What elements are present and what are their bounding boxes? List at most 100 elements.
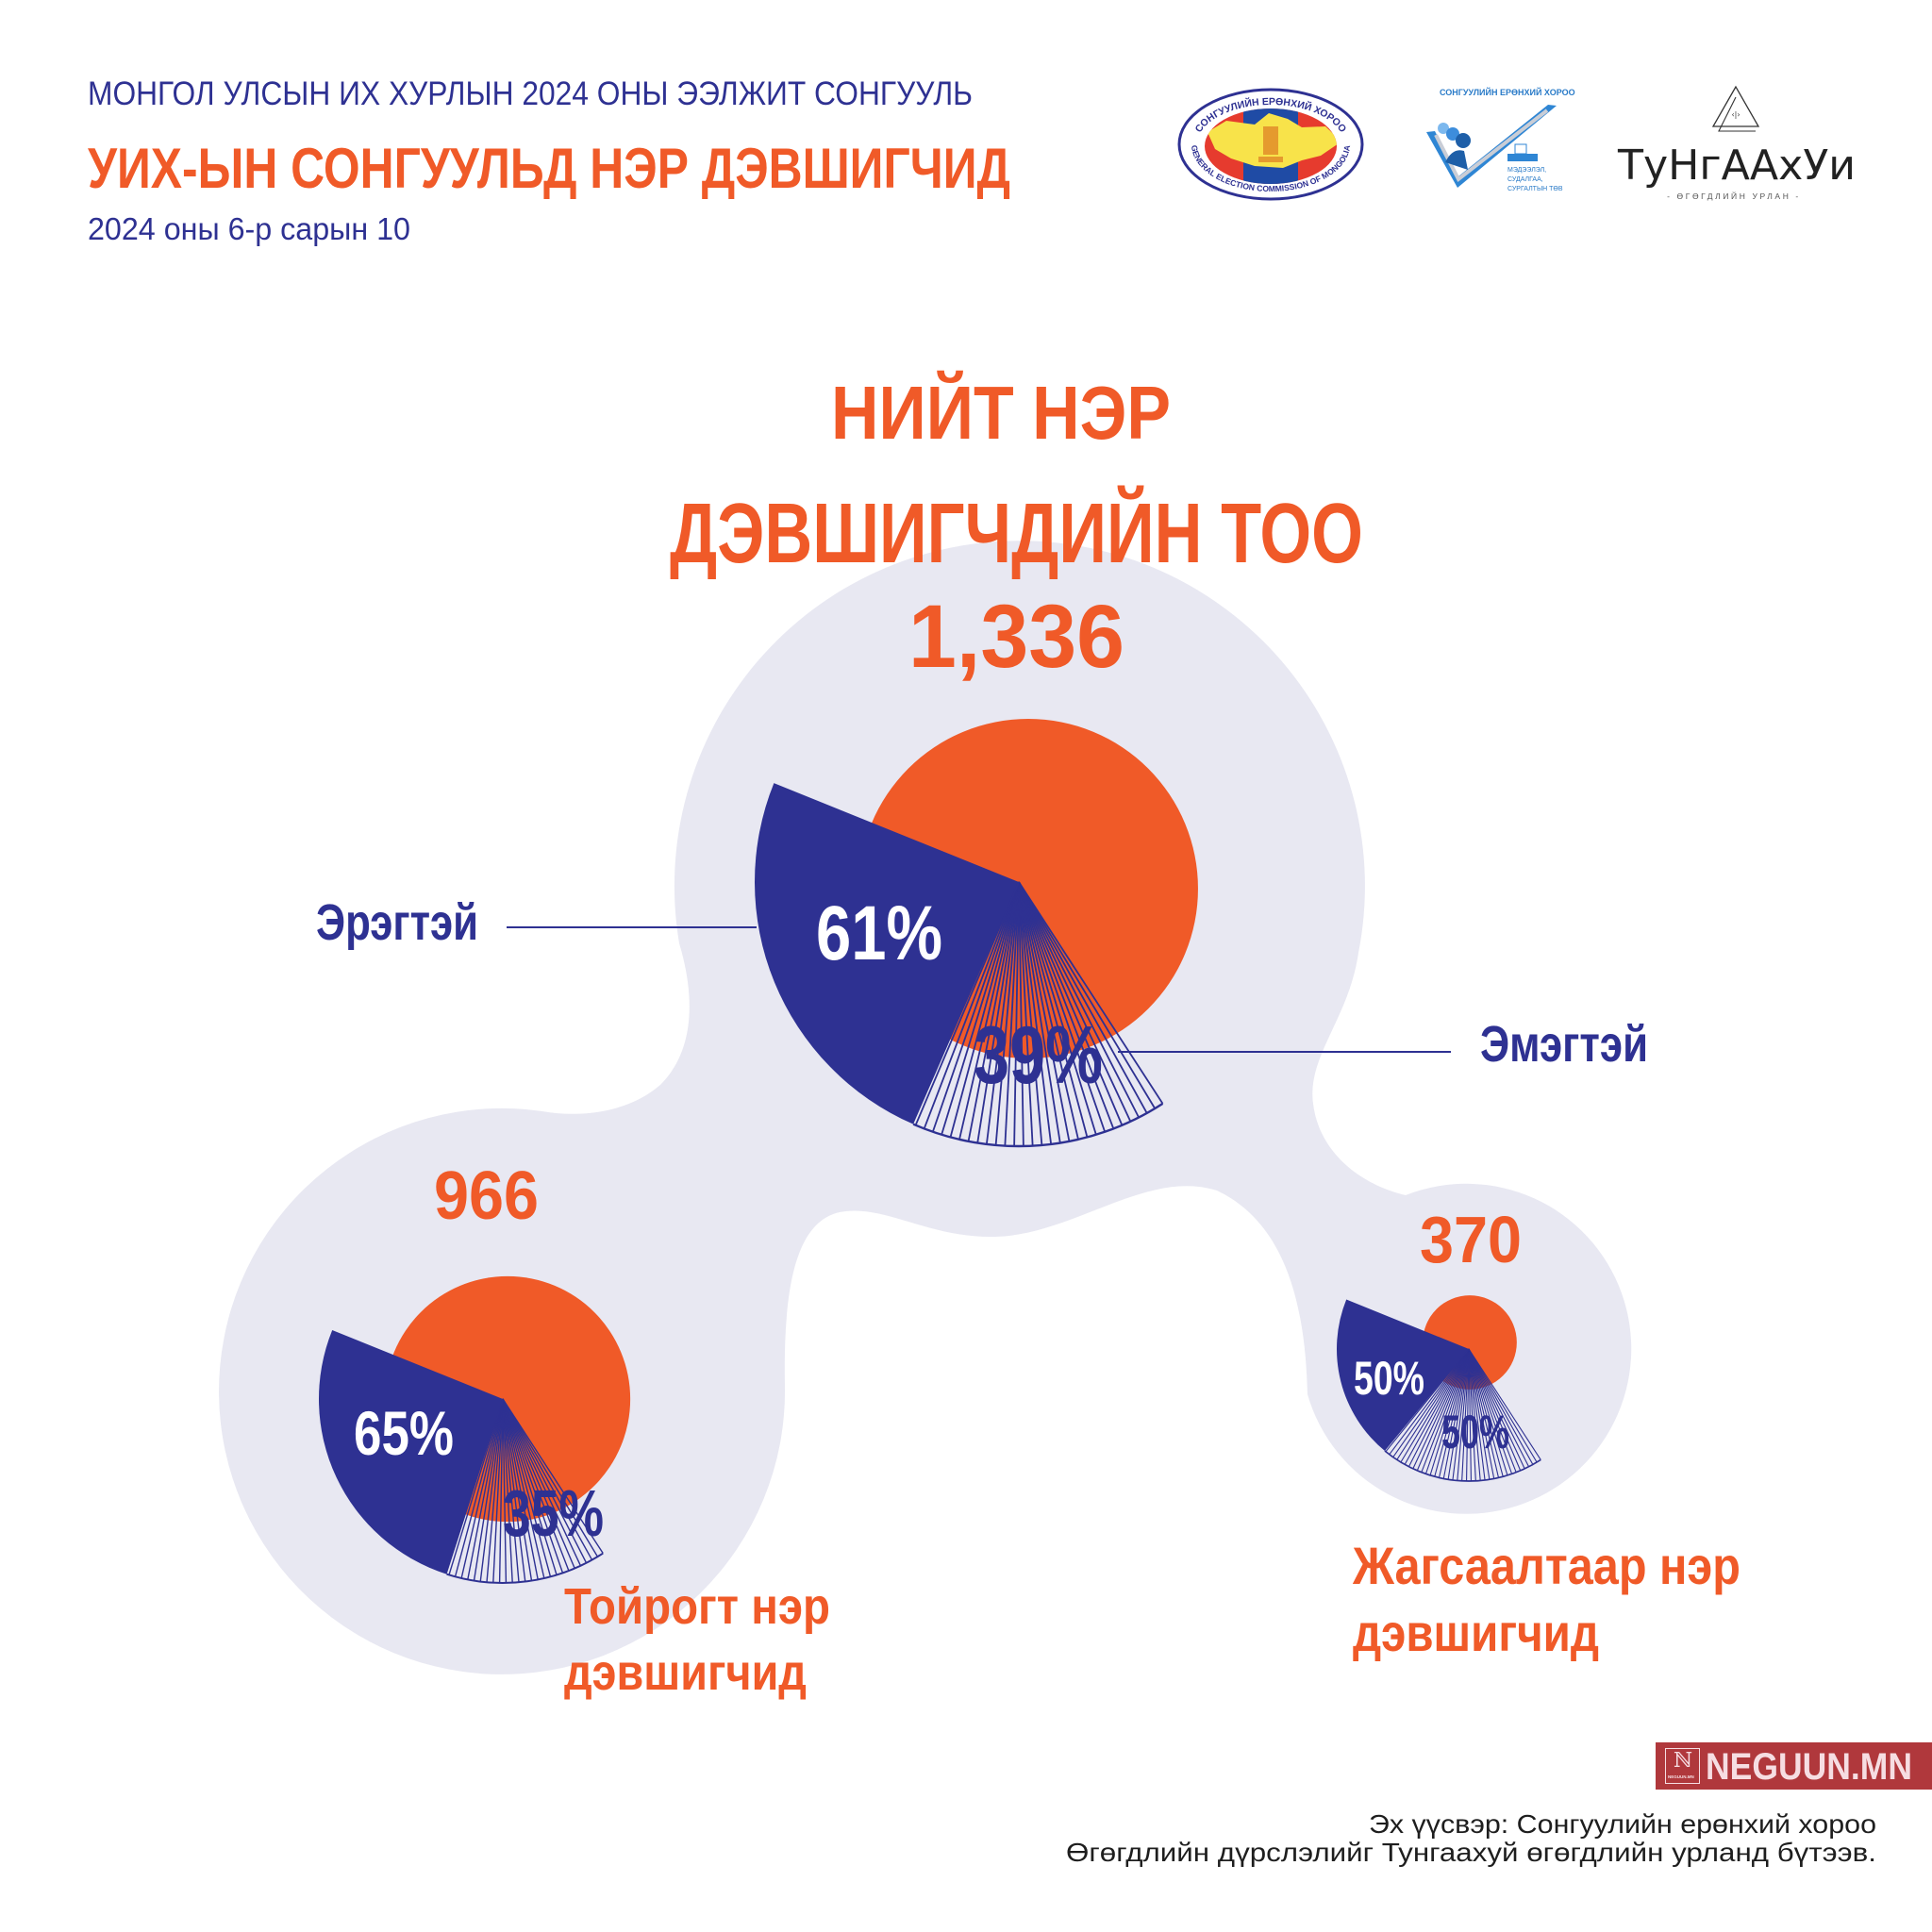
pie-district	[319, 1275, 631, 1584]
female-hatch-line	[931, 881, 1020, 1133]
female-hatch-line	[502, 1398, 526, 1582]
female-hatch-line	[1447, 1348, 1470, 1480]
triangle-icon	[1711, 85, 1760, 127]
list-count-label: 370	[1420, 1203, 1522, 1276]
male-slice	[755, 783, 1019, 1124]
female-hatch-line	[1385, 1348, 1470, 1453]
neguun-figure-icon: ℕ	[1674, 1749, 1693, 1773]
female-hatch-line	[1466, 1348, 1470, 1481]
female-slice-arc	[1384, 1450, 1541, 1482]
total-male-pct-label: 61%	[816, 891, 942, 976]
female-hatch-line	[502, 1398, 564, 1574]
male-slice	[1337, 1299, 1469, 1452]
female-hatch-line	[1018, 881, 1148, 1114]
female-hatch-line	[1018, 881, 1034, 1146]
female-hatch-line	[479, 1398, 504, 1582]
female-hatch-line	[1018, 881, 1164, 1105]
total-count-label: 1,336	[908, 587, 1124, 687]
female-hatch-line	[941, 881, 1020, 1136]
header-date: 2024 оны 6-р сарын 10	[88, 211, 410, 246]
female-hatch-line	[502, 1398, 604, 1554]
female-slice	[446, 1398, 604, 1584]
female-hatch-line	[1468, 1348, 1504, 1477]
female-slice-arc	[446, 1552, 604, 1584]
check-mark-icon	[1426, 105, 1557, 188]
female-hatch-line	[1461, 1348, 1470, 1481]
neguun-watermark-text: NEGUUN.MN	[1706, 1746, 1912, 1788]
female-hatch-line	[923, 881, 1020, 1129]
list-male-pct-label: 50%	[1354, 1352, 1424, 1405]
district-female-pct-label: 35%	[503, 1476, 604, 1550]
female-hatch-line	[1018, 881, 1097, 1136]
district-male-pct-label: 65%	[354, 1398, 454, 1468]
female-hatch-line	[1018, 881, 1089, 1138]
female-hatch-line	[1018, 881, 1132, 1123]
female-hatch-line	[1468, 1348, 1522, 1472]
female-hatch-line	[949, 881, 1020, 1138]
female-hatch-line	[1004, 881, 1020, 1146]
female-hatch-line	[502, 1398, 570, 1572]
female-hatch-line	[1018, 881, 1107, 1133]
male-slice	[319, 1329, 503, 1574]
female-hatch-line	[1468, 1348, 1513, 1474]
female-hatch-line	[1389, 1348, 1470, 1456]
female-hatch-line	[1404, 1348, 1470, 1465]
female-hatch-line	[1468, 1348, 1486, 1481]
female-slice-arc	[912, 1102, 1164, 1148]
header-kicker: МОНГОЛ УЛСЫН ИХ ХУРЛЫН 2024 ОНЫ ЭЭЛЖИТ С…	[88, 75, 973, 112]
training-logo-top-text: СОНГУУЛИЙН ЕРӨНХИЙ ХОРОО	[1440, 87, 1575, 97]
legend-female: Эмэгтэй	[1480, 1016, 1648, 1073]
footer-source: Эх үүсвэр: Сонгуулийн ерөнхий хороо	[1369, 1809, 1876, 1839]
female-hatch-line	[1018, 881, 1124, 1126]
female-hatch-line	[1018, 881, 1156, 1109]
female-hatch-line	[1438, 1348, 1470, 1478]
female-hatch-line	[1468, 1348, 1476, 1481]
female-hatch-line	[1424, 1348, 1470, 1474]
female-hatch-line	[1468, 1348, 1534, 1465]
female-hatch-line	[1468, 1348, 1500, 1478]
female-hatch-line	[1429, 1348, 1470, 1476]
training-center-logo: СОНГУУЛИЙН ЕРӨНХИЙ ХОРОО МЭДЭЭЛЭЛ, СУДАЛ…	[1426, 87, 1575, 192]
female-hatch-line	[1407, 1348, 1470, 1467]
female-hatch-line	[502, 1398, 513, 1583]
female-hatch-line	[1018, 881, 1079, 1141]
female-hatch-line	[502, 1398, 520, 1583]
female-hatch-line	[914, 881, 1020, 1126]
footer-credit: Өгөгдлийн дүрслэлийг Тунгаахуй өгөгдлийн…	[1066, 1838, 1876, 1867]
female-hatch-line	[1434, 1348, 1470, 1477]
total-female-pct-label: 39%	[974, 1010, 1103, 1101]
tungaakhui-tagline: - ӨГӨГДЛИЙН УРЛАН -	[1667, 191, 1801, 201]
neguun-logo-small-text: NEGUUN.MN	[1668, 1774, 1694, 1779]
female-hatch-line	[1442, 1348, 1470, 1479]
female-hatch-line	[1412, 1348, 1470, 1470]
female-hatch-line	[502, 1398, 508, 1583]
female-hatch-line	[958, 881, 1020, 1141]
legend-male: Эрэгтэй	[316, 894, 478, 951]
female-hatch-line	[1468, 1348, 1495, 1479]
tungaakhui-logo: ‹|› ТуНгААхУи - ӨГӨГДЛИЙН УРЛАН -	[1617, 85, 1856, 201]
district-caption-line-2: дэвшигчид	[564, 1644, 807, 1701]
female-hatch-line	[1416, 1348, 1470, 1472]
neguun-logo-icon: ℕ NEGUUN.MN	[1665, 1748, 1700, 1784]
list-female-pct-label: 50%	[1441, 1406, 1509, 1458]
female-hatch-line	[1018, 881, 1043, 1146]
pie-list	[1337, 1295, 1541, 1482]
female-hatch-line	[1452, 1348, 1470, 1481]
female-hatch-line	[1468, 1348, 1538, 1463]
female-hatch-line	[1468, 1348, 1530, 1467]
female-hatch-line	[473, 1398, 504, 1581]
female-hatch-line	[1018, 881, 1024, 1146]
female-hatch-line	[502, 1398, 599, 1557]
neguun-watermark: ℕ NEGUUN.MN	[1656, 1742, 1932, 1790]
female-hatch-line	[502, 1398, 582, 1567]
female-hatch-line	[1468, 1348, 1525, 1470]
female-hatch-line	[498, 1398, 504, 1583]
female-hatch-line	[1018, 881, 1140, 1118]
svg-text:‹|›: ‹|›	[1731, 110, 1740, 119]
female-hatch-line	[1018, 881, 1061, 1143]
page-title: УИХ-ЫН СОНГУУЛЬД НЭР ДЭВШИГЧИД	[88, 137, 1010, 200]
female-hatch-line	[1457, 1348, 1470, 1481]
female-hatch-line	[502, 1398, 588, 1564]
female-hatch-line	[967, 881, 1020, 1142]
